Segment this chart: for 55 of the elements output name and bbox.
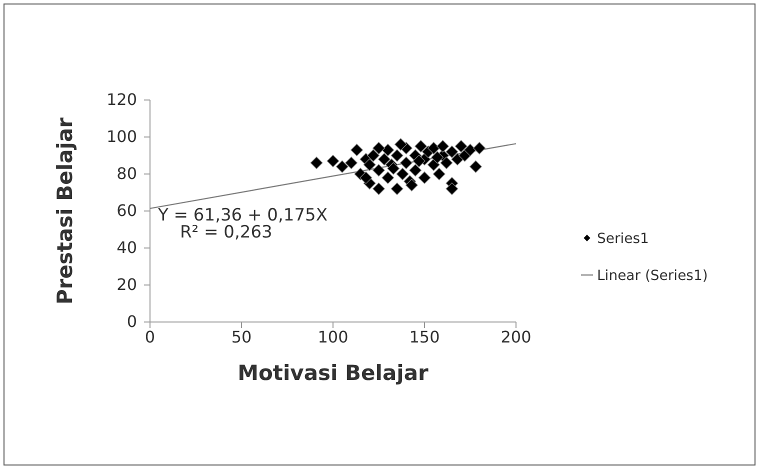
x-axis-title: Motivasi Belajar	[238, 361, 430, 385]
x-tick-label: 100	[318, 327, 348, 346]
point	[372, 142, 385, 154]
point	[382, 171, 394, 184]
y-tick-label: 100	[106, 127, 137, 146]
point	[372, 182, 385, 196]
point	[464, 144, 476, 156]
x-tick-label: 50	[231, 327, 252, 346]
point	[396, 168, 409, 180]
point	[418, 171, 431, 184]
point	[473, 142, 486, 154]
point	[412, 154, 426, 168]
point	[387, 162, 400, 175]
point	[390, 149, 404, 162]
point	[470, 160, 482, 173]
point	[390, 182, 404, 196]
point	[336, 160, 348, 173]
legend-label: Series1	[597, 230, 649, 247]
point	[409, 164, 422, 177]
point	[310, 156, 323, 170]
point	[440, 156, 453, 170]
point	[363, 158, 376, 171]
annotation: R² = 0,263	[180, 222, 272, 243]
y-tick-label: 120	[106, 90, 137, 110]
point	[394, 138, 407, 151]
legend-label: Linear (Series1)	[597, 268, 708, 284]
x-tick-label: 0	[144, 327, 156, 346]
y-tick-label: 40	[116, 238, 137, 258]
x-tick-label: 200	[500, 327, 532, 346]
point	[451, 152, 464, 166]
annotation: Y = 61,36 + 0,175X	[157, 205, 328, 226]
y-tick-label: 0	[126, 312, 137, 332]
point	[382, 144, 394, 156]
point	[454, 140, 468, 152]
point	[345, 156, 358, 170]
y-tick-label: 60	[116, 201, 137, 220]
x-tick-label: 150	[409, 327, 440, 346]
point	[367, 149, 380, 162]
point	[372, 164, 385, 177]
y-tick-label: 20	[116, 275, 137, 294]
y-tick-label: 80	[116, 164, 137, 184]
point	[350, 144, 364, 156]
point	[431, 151, 444, 164]
point	[414, 140, 428, 152]
point	[427, 142, 440, 154]
point	[405, 178, 418, 192]
point	[432, 168, 446, 180]
point	[436, 140, 450, 152]
point	[326, 154, 340, 168]
point	[446, 182, 458, 196]
point	[360, 171, 372, 184]
y-axis-title: Prestasi Belajar	[53, 116, 77, 305]
point	[400, 156, 412, 170]
point	[378, 152, 390, 166]
point	[446, 146, 458, 158]
